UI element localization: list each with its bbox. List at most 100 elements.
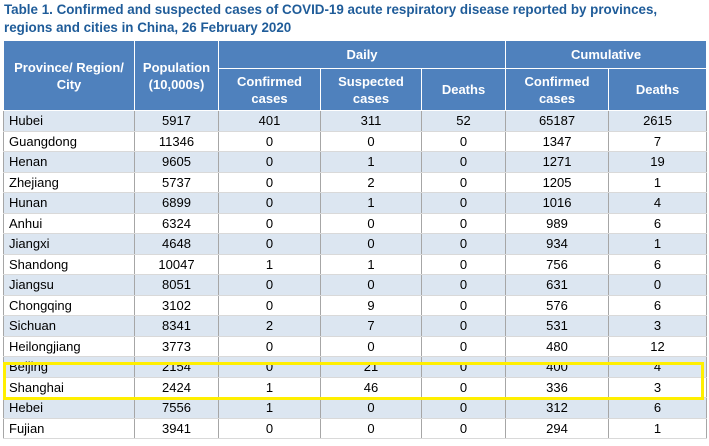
table-row: Sichuan 8341 2 7 0 531 3: [3, 315, 708, 337]
cell-daily-confirmed: 0: [218, 295, 321, 316]
cell-daily-deaths: 0: [420, 151, 507, 173]
header-daily: Daily: [217, 40, 507, 69]
cell-province: Shanghai: [3, 377, 135, 398]
table-row: Hebei 7556 1 0 0 312 6: [3, 397, 708, 419]
cell-cum-deaths: 0: [608, 274, 708, 296]
table-row: Jiangxi 4648 0 0 0 934 1: [3, 233, 708, 255]
cell-daily-suspected: 2: [320, 172, 422, 193]
cell-cum-deaths: 4: [608, 356, 708, 378]
cell-cum-deaths: 1: [608, 172, 708, 193]
header-daily-suspected: Suspected cases: [320, 68, 422, 111]
table-row: Shandong 10047 1 1 0 756 6: [3, 254, 708, 275]
cell-daily-deaths: 0: [420, 233, 507, 255]
cell-cum-deaths: 19: [608, 151, 708, 173]
cell-province: Shandong: [3, 254, 135, 275]
cell-population: 8051: [134, 274, 219, 296]
cell-province: Hunan: [3, 192, 135, 214]
cell-cum-deaths: 3: [608, 377, 708, 398]
cell-cum-confirmed: 480: [505, 336, 610, 357]
table-row: Chongqing 3102 0 9 0 576 6: [3, 295, 708, 316]
cell-province: Jiangxi: [3, 233, 135, 255]
cell-daily-suspected: 7: [320, 315, 422, 337]
cell-province: Beijing: [3, 356, 135, 378]
cell-daily-deaths: 0: [420, 356, 507, 378]
header-daily-deaths: Deaths: [420, 68, 507, 111]
cell-daily-suspected: 46: [320, 377, 422, 398]
cell-province: Jiangsu: [3, 274, 135, 296]
cell-daily-suspected: 1: [320, 254, 422, 275]
table-row: Anhui 6324 0 0 0 989 6: [3, 213, 708, 234]
cell-cum-deaths: 4: [608, 192, 708, 214]
cell-daily-suspected: 0: [320, 418, 422, 439]
cell-daily-confirmed: 0: [218, 336, 321, 357]
header-cum-deaths: Deaths: [608, 68, 708, 111]
cell-daily-deaths: 0: [420, 418, 507, 439]
cell-population: 6899: [134, 192, 219, 214]
cell-daily-suspected: 0: [320, 233, 422, 255]
cell-daily-confirmed: 0: [218, 356, 321, 378]
table-row: Hubei 5917 401 311 52 65187 2615: [3, 110, 708, 132]
cell-daily-confirmed: 0: [218, 192, 321, 214]
cell-cum-confirmed: 989: [505, 213, 610, 234]
cell-cum-deaths: 12: [608, 336, 708, 357]
cell-daily-confirmed: 0: [218, 172, 321, 193]
cell-daily-confirmed: 0: [218, 418, 321, 439]
cell-cum-confirmed: 65187: [505, 110, 610, 132]
cell-population: 6324: [134, 213, 219, 234]
cases-table: Province/ Region/ City Population (10,00…: [3, 40, 708, 439]
cell-daily-deaths: 0: [420, 213, 507, 234]
cell-cum-deaths: 6: [608, 213, 708, 234]
cell-population: 2424: [134, 377, 219, 398]
cell-daily-deaths: 0: [420, 295, 507, 316]
cell-daily-confirmed: 0: [218, 213, 321, 234]
cell-daily-deaths: 0: [420, 274, 507, 296]
cell-cum-confirmed: 1205: [505, 172, 610, 193]
cell-cum-deaths: 6: [608, 295, 708, 316]
cell-population: 2154: [134, 356, 219, 378]
table-body: Hubei 5917 401 311 52 65187 2615 Guangdong 11346…: [3, 110, 708, 439]
cell-daily-suspected: 1: [320, 192, 422, 214]
cell-population: 11346: [134, 131, 219, 152]
cell-daily-confirmed: 0: [218, 131, 321, 152]
cell-daily-suspected: 1: [320, 151, 422, 173]
cell-province: Hebei: [3, 397, 135, 419]
cell-daily-confirmed: 0: [218, 151, 321, 173]
cell-population: 7556: [134, 397, 219, 419]
cell-province: Heilongjiang: [3, 336, 135, 357]
cell-daily-confirmed: 0: [218, 233, 321, 255]
table-row: Fujian 3941 0 0 0 294 1: [3, 418, 708, 439]
cell-daily-confirmed: 0: [218, 274, 321, 296]
header-population: Population (10,000s): [134, 40, 219, 111]
cell-daily-deaths: 0: [420, 172, 507, 193]
cell-province: Henan: [3, 151, 135, 173]
cell-daily-deaths: 0: [420, 315, 507, 337]
table-row: Shanghai 2424 1 46 0 336 3: [3, 377, 708, 398]
cell-daily-deaths: 0: [420, 397, 507, 419]
cell-cum-confirmed: 631: [505, 274, 610, 296]
cell-cum-confirmed: 531: [505, 315, 610, 337]
cell-daily-suspected: 0: [320, 336, 422, 357]
cell-cum-confirmed: 400: [505, 356, 610, 378]
cell-population: 10047: [134, 254, 219, 275]
cell-daily-suspected: 0: [320, 397, 422, 419]
cell-cum-deaths: 6: [608, 397, 708, 419]
cell-cum-deaths: 2615: [608, 110, 708, 132]
cell-daily-confirmed: 1: [218, 254, 321, 275]
cell-daily-confirmed: 1: [218, 377, 321, 398]
cell-daily-deaths: 0: [420, 254, 507, 275]
cell-cum-confirmed: 1347: [505, 131, 610, 152]
cell-population: 4648: [134, 233, 219, 255]
cell-daily-deaths: 0: [420, 336, 507, 357]
cell-cum-deaths: 1: [608, 418, 708, 439]
table-row: Jiangsu 8051 0 0 0 631 0: [3, 274, 708, 296]
table-title: Table 1. Confirmed and suspected cases o…: [4, 2, 658, 35]
cell-daily-suspected: 0: [320, 274, 422, 296]
cell-cum-deaths: 3: [608, 315, 708, 337]
cell-population: 3102: [134, 295, 219, 316]
cell-cum-confirmed: 1016: [505, 192, 610, 214]
cell-population: 9605: [134, 151, 219, 173]
cell-cum-deaths: 1: [608, 233, 708, 255]
cell-population: 5917: [134, 110, 219, 132]
table-row: Beijing 2154 0 21 0 400 4: [3, 356, 708, 378]
header-cum-confirmed: Confirmed cases: [505, 68, 610, 111]
